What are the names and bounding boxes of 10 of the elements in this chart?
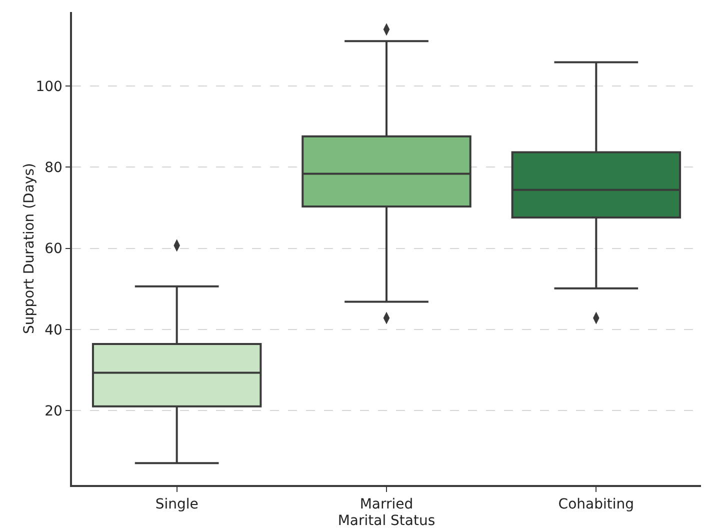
y-tick-label: 40 xyxy=(44,322,62,338)
y-axis-title: Support Duration (Days) xyxy=(22,163,38,334)
x-tick-label: Single xyxy=(155,496,198,513)
y-tick-label: 100 xyxy=(36,79,62,96)
x-tick-label: Cohabiting xyxy=(558,496,634,513)
y-tick-label: 20 xyxy=(44,403,62,420)
x-tick-label: Married xyxy=(360,496,414,513)
y-tick-label: 80 xyxy=(44,160,62,176)
x-axis-title: Marital Status xyxy=(338,513,436,529)
y-tick-label: 60 xyxy=(44,241,62,258)
